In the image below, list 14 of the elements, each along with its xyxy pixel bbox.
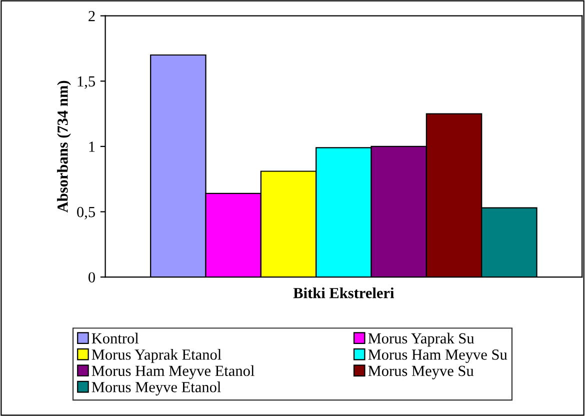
legend-label: Morus Yaprak Etanol: [92, 349, 222, 363]
legend-label: Morus Yaprak Su: [368, 332, 474, 347]
legend-label: Kontrol: [92, 332, 139, 344]
legend-label: Morus Ham Meyve Etanol: [92, 365, 254, 380]
y-tick-label: 0: [88, 272, 95, 283]
x-axis-title: Bitki Ekstreleri: [293, 287, 394, 298]
y-axis-title: Absorbans (734 nm): [57, 80, 71, 212]
y-tick-label: 1: [89, 142, 95, 152]
y-tick-label: 1,5: [78, 76, 95, 89]
legend-label: Morus Meyve Etanol: [92, 382, 221, 396]
legend-label: Morus Meyve Su: [368, 366, 474, 380]
y-tick-label: 0,5: [77, 206, 95, 220]
legend-label: Morus Ham Meyve Su: [368, 350, 508, 363]
y-tick-label: 2: [88, 10, 95, 22]
